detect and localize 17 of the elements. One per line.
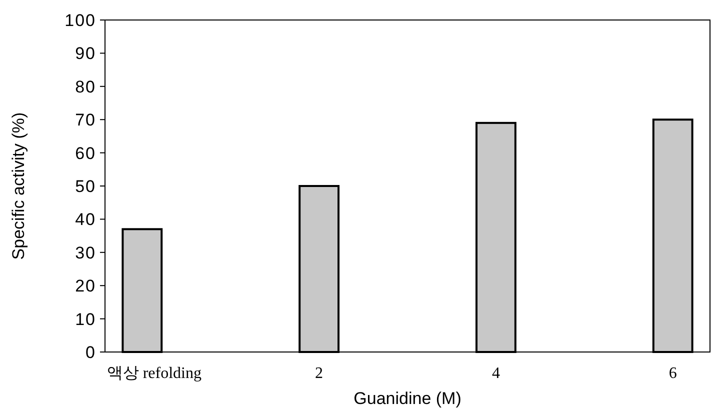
- x-tick-label: 6: [668, 365, 677, 382]
- y-tick-label: 40: [75, 210, 96, 230]
- y-tick-label: 90: [75, 44, 96, 64]
- y-axis-title: Specific activity (%): [9, 112, 28, 260]
- y-tick-label: 80: [75, 77, 96, 96]
- y-tick-label: 100: [64, 10, 96, 30]
- x-tick-label: 2: [315, 365, 324, 382]
- y-tick-label: 50: [75, 176, 96, 196]
- y-tick-label: 10: [75, 310, 96, 329]
- y-tick-label: 70: [75, 110, 96, 130]
- x-tick-label: 액상 refolding: [106, 365, 202, 382]
- x-axis-title: Guanidine (M): [354, 389, 462, 408]
- y-tick-label: 60: [75, 144, 96, 163]
- y-tick-label: 0: [86, 342, 96, 362]
- x-tick-label: 4: [492, 365, 500, 382]
- y-tick-label: 30: [75, 243, 96, 262]
- y-tick-label: 20: [75, 276, 96, 296]
